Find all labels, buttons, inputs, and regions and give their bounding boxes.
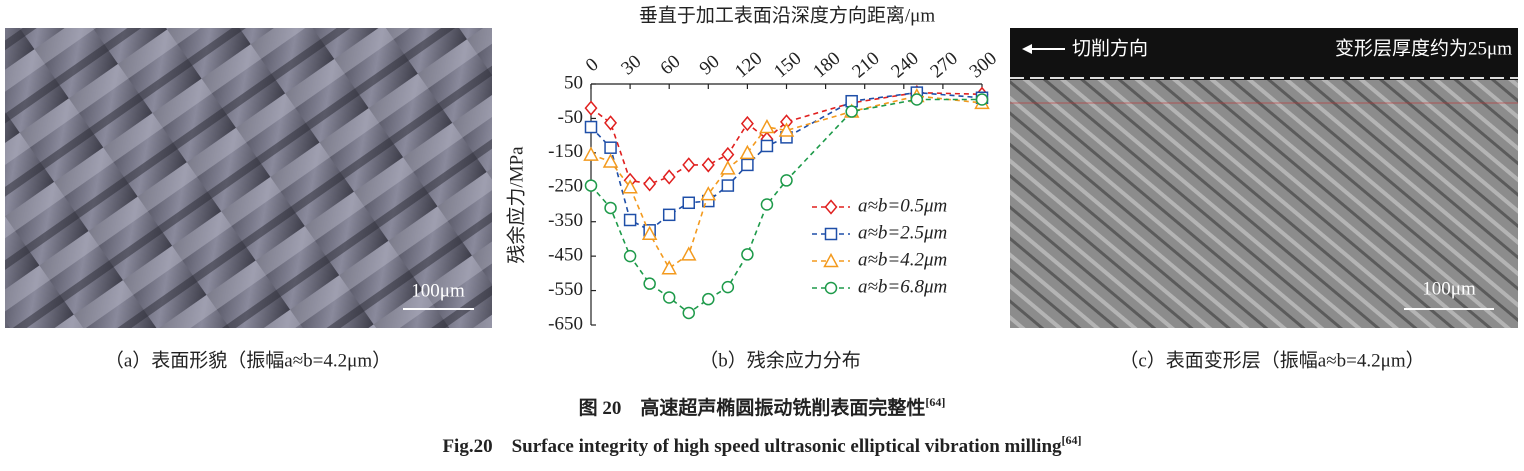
marker [602, 153, 619, 168]
x-tick-label: 0 [582, 54, 603, 76]
legend-marker [824, 227, 838, 241]
marker [741, 248, 754, 261]
series-line [590, 91, 983, 185]
marker [662, 291, 676, 304]
marker [662, 169, 676, 185]
marker [741, 158, 754, 172]
marker [721, 179, 735, 192]
y-tick-label: -650 [548, 313, 583, 334]
y-tick-label: -350 [548, 210, 583, 231]
x-tick-label: 270 [927, 48, 962, 82]
marker [739, 144, 756, 160]
scale-label: 100μm [411, 280, 465, 301]
panel-a: 100μm [5, 28, 492, 328]
panel-c: 切削方向 变形层厚度约为25μm 100μm [1010, 28, 1518, 328]
marker [661, 260, 677, 275]
series-line [590, 98, 982, 314]
x-tick-label: 90 [696, 51, 724, 79]
arrow-head [1022, 44, 1032, 54]
x-tick-label: 150 [770, 48, 805, 82]
legend-label: a≈b=0.5μm [858, 195, 947, 216]
marker [702, 292, 715, 306]
marker [759, 118, 775, 134]
marker [701, 157, 715, 173]
marker [700, 186, 717, 201]
marker [682, 196, 695, 210]
legend-label: a≈b=2.5μm [858, 222, 947, 243]
marker [623, 213, 637, 227]
mount-region [1010, 28, 1518, 80]
marker [740, 115, 754, 132]
marker [604, 141, 617, 154]
legend-marker [824, 199, 838, 215]
marker [845, 105, 858, 118]
y-tick-label: -50 [558, 107, 583, 128]
marker [778, 122, 795, 137]
x-tick-label: 30 [617, 51, 645, 79]
figure-caption-en: Fig.20 Surface integrity of high speed u… [442, 433, 1081, 458]
marker [662, 208, 676, 222]
caption-text: 图 20 高速超声椭圆振动铣削表面完整性 [579, 396, 926, 419]
marker [975, 93, 989, 106]
marker [643, 176, 657, 192]
marker [641, 225, 658, 241]
marker [780, 174, 793, 187]
chart: 0 30 60 90 120 150 180 210 240 270 300 50 -50 -150 -25… [548, 48, 1001, 334]
y-axis-title: 残余应力/MPa [505, 146, 527, 264]
x-tick-label: 300 [966, 48, 1001, 82]
panel-caption: （a）表面形貌（振幅a≈b=4.2μm） [105, 349, 391, 371]
reference: [64] [925, 395, 945, 409]
x-tick-label: 180 [809, 48, 844, 82]
marker [760, 198, 774, 211]
x-tick-label: 60 [656, 51, 684, 79]
legend-marker [824, 281, 838, 295]
layer-note: 变形层厚度约为25μm [1335, 37, 1512, 59]
marker [760, 139, 774, 153]
marker [721, 146, 735, 163]
surface-image [5, 28, 492, 328]
marker [584, 100, 598, 116]
legend-marker [823, 252, 839, 268]
x-tick-label: 240 [887, 48, 922, 82]
panel-caption: （b）残余应力分布 [699, 349, 861, 371]
scale-label: 100μm [1422, 278, 1476, 299]
marker [680, 246, 697, 261]
legend-label: a≈b=4.2μm [858, 249, 947, 270]
reference: [64] [1062, 433, 1082, 447]
marker [622, 179, 638, 194]
marker [682, 157, 696, 173]
y-tick-label: 50 [564, 72, 583, 93]
marker [583, 146, 599, 161]
y-tick-label: -250 [548, 176, 583, 197]
y-tick-label: -450 [548, 245, 583, 266]
x-tick-label: 120 [731, 48, 766, 82]
y-tick-label: -550 [548, 279, 583, 300]
marker [604, 201, 617, 215]
marker [643, 277, 656, 290]
marker [682, 306, 695, 320]
direction-label: 切削方向 [1072, 37, 1148, 59]
series-line [590, 95, 983, 270]
legend-label: a≈b=6.8μm [858, 276, 947, 297]
y-tick-label: -150 [548, 141, 583, 162]
figure-caption: 图 20 高速超声椭圆振动铣削表面完整性[64] [579, 395, 946, 420]
x-axis-title: 垂直于加工表面沿深度方向距离/μm [639, 4, 935, 26]
caption-text: Fig.20 Surface integrity of high speed u… [442, 436, 1062, 457]
x-tick-label: 210 [848, 48, 883, 82]
marker [584, 120, 598, 134]
marker [584, 179, 598, 192]
marker [720, 160, 736, 175]
marker [910, 93, 924, 106]
marker [721, 280, 735, 294]
panel-caption: （c）表面变形层（振幅a≈b=4.2μm） [1119, 349, 1424, 371]
marker [604, 115, 618, 131]
marker [623, 249, 637, 263]
